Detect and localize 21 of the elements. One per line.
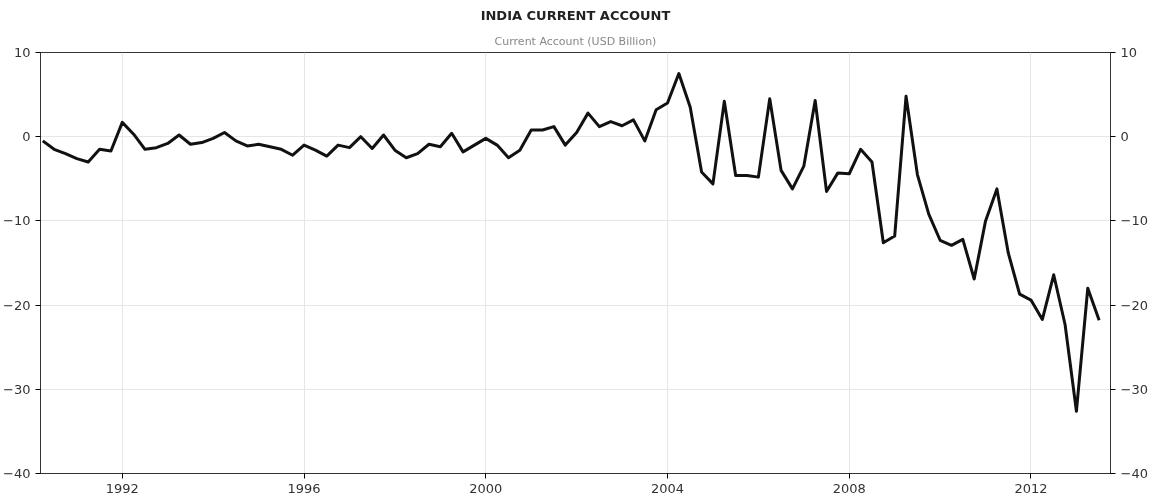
x-tick-label: 2008: [832, 480, 866, 496]
x-tick-label: 2004: [650, 480, 685, 496]
y2-tick-label: 0: [1120, 129, 1129, 145]
line-series: [41, 72, 1101, 413]
y-tick-label: −20: [3, 297, 31, 313]
y-tick-label: 0: [22, 129, 31, 145]
x-tick-label: 1996: [287, 480, 321, 496]
y-tick-label: −10: [3, 213, 31, 229]
x-tick-label: 2012: [1014, 480, 1048, 496]
chart-subtitle: Current Account (USD Billion): [494, 34, 657, 48]
y-tick-label: −40: [3, 466, 31, 481]
y2-tick-label: −10: [1120, 213, 1148, 229]
y2-tick-label: −20: [1120, 297, 1148, 313]
y2-tick-label: −40: [1120, 466, 1148, 481]
y-tick-label: 10: [13, 45, 31, 60]
y2-tick-label: 10: [1120, 45, 1138, 60]
x-tick-label: 2000: [469, 480, 503, 496]
x-tick-label: 1992: [105, 480, 139, 496]
y2-tick-label: −30: [1120, 381, 1148, 397]
y-tick-label: −30: [3, 381, 31, 397]
chart-title: INDIA CURRENT ACCOUNT: [480, 7, 671, 23]
